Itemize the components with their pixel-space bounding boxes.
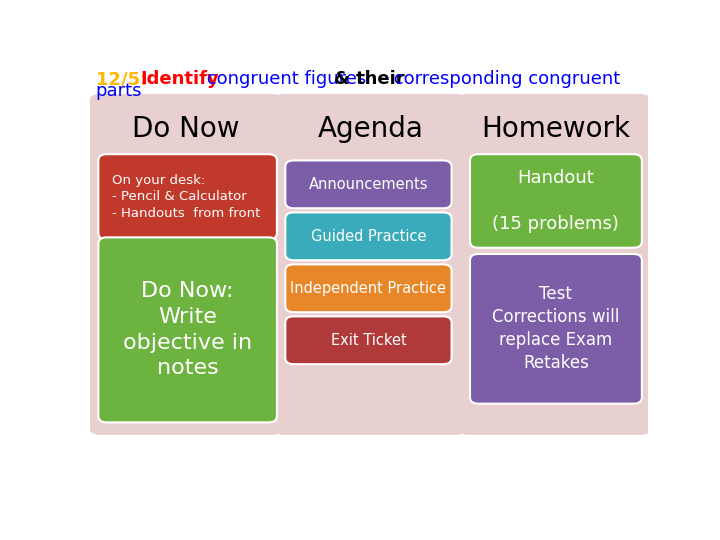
FancyBboxPatch shape: [470, 154, 642, 248]
FancyBboxPatch shape: [457, 94, 652, 435]
FancyBboxPatch shape: [285, 265, 451, 312]
Text: Do Now: Do Now: [132, 115, 240, 143]
Text: On your desk:
- Pencil & Calculator
- Handouts  from front: On your desk: - Pencil & Calculator - Ha…: [112, 174, 261, 220]
Text: corresponding congruent: corresponding congruent: [388, 70, 621, 89]
Text: Announcements: Announcements: [309, 177, 428, 192]
Text: Identify: Identify: [140, 70, 219, 89]
FancyBboxPatch shape: [470, 254, 642, 404]
FancyBboxPatch shape: [285, 316, 451, 364]
Text: Test
Corrections will
replace Exam
Retakes: Test Corrections will replace Exam Retak…: [492, 286, 620, 372]
Text: Homework: Homework: [481, 115, 630, 143]
Text: parts: parts: [96, 82, 142, 99]
Text: Exit Ticket: Exit Ticket: [330, 333, 406, 348]
Text: & their: & their: [333, 70, 405, 89]
Text: 12/5:: 12/5:: [96, 70, 153, 89]
FancyBboxPatch shape: [99, 154, 277, 239]
Text: Do Now:
Write
objective in
notes: Do Now: Write objective in notes: [123, 281, 252, 379]
Text: congruent figures: congruent figures: [201, 70, 372, 89]
Text: Guided Practice: Guided Practice: [311, 229, 426, 244]
FancyBboxPatch shape: [99, 238, 277, 422]
Text: Agenda: Agenda: [318, 115, 423, 143]
FancyBboxPatch shape: [285, 212, 451, 260]
FancyBboxPatch shape: [273, 94, 467, 435]
FancyBboxPatch shape: [89, 94, 283, 435]
Text: Handout

(15 problems): Handout (15 problems): [492, 169, 619, 233]
Text: Independent Practice: Independent Practice: [290, 281, 446, 296]
FancyBboxPatch shape: [285, 160, 451, 208]
